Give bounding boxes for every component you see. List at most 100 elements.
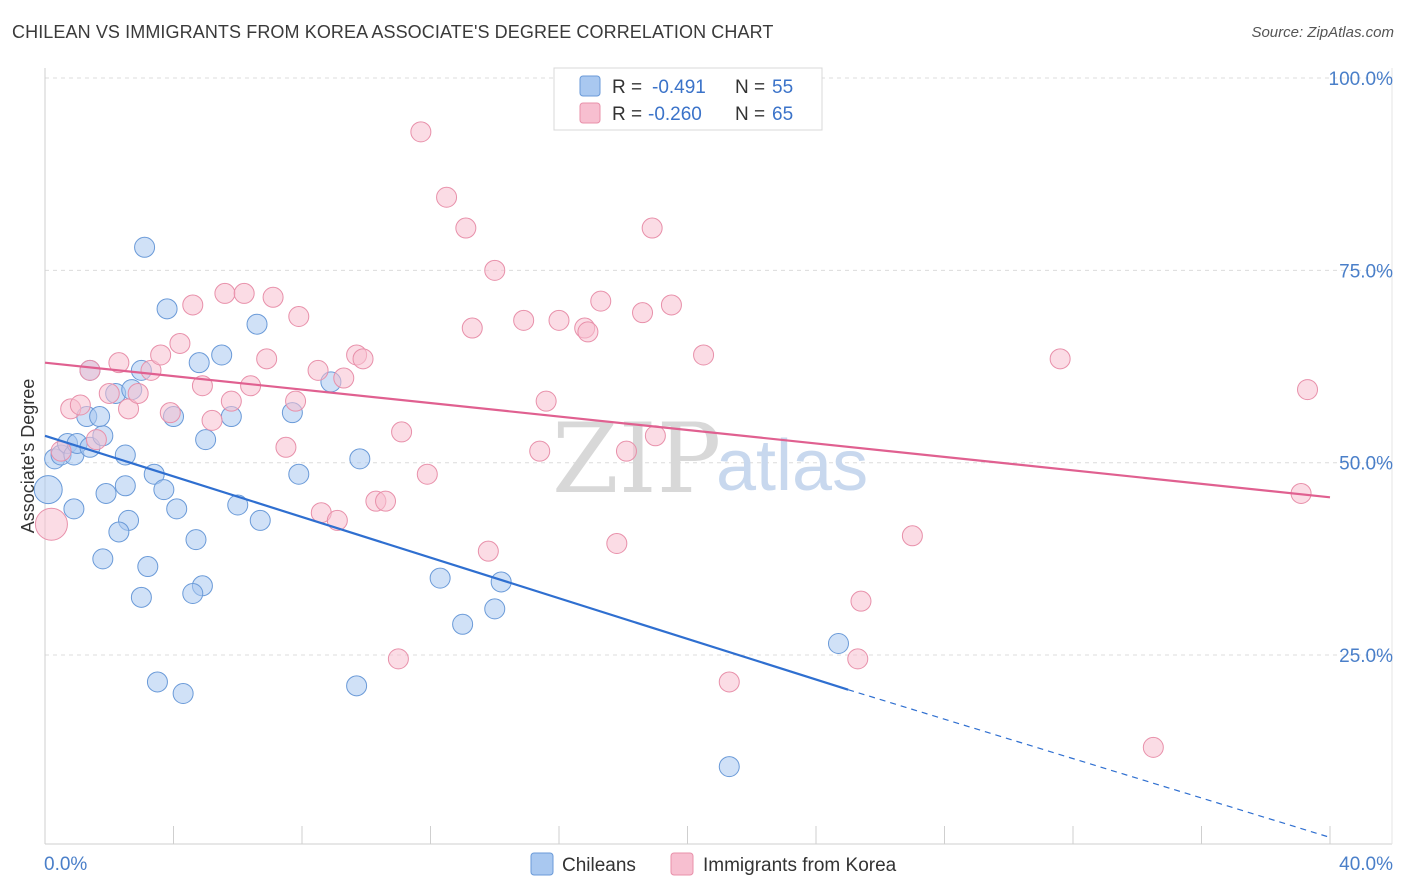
point-korea <box>1049 348 1071 370</box>
point-chileans <box>227 494 249 516</box>
y-tick-label: 25.0% <box>1339 646 1393 667</box>
point-chileans <box>108 521 130 543</box>
x-tick-label: 40.0% <box>1339 854 1393 875</box>
y-tick-label: 75.0% <box>1339 261 1393 282</box>
watermark-atlas: atlas <box>716 426 868 506</box>
point-korea <box>69 394 91 416</box>
point-korea <box>214 282 236 304</box>
point-korea <box>641 217 663 239</box>
point-chileans <box>137 556 159 578</box>
point-chileans <box>288 463 310 485</box>
point-korea <box>375 490 397 512</box>
point-korea <box>275 436 297 458</box>
point-korea <box>220 390 242 412</box>
point-chileans <box>827 633 849 654</box>
point-chileans <box>195 429 217 451</box>
point-korea <box>484 259 506 281</box>
point-korea <box>590 290 612 312</box>
data-points <box>33 121 1319 778</box>
point-chileans <box>249 509 271 531</box>
point-chileans <box>166 498 188 520</box>
point-korea <box>262 286 284 308</box>
legend-top: R = -0.491 N = 55 R = -0.260 N = 65 <box>553 67 823 131</box>
point-korea <box>660 294 682 316</box>
point-korea <box>718 671 740 693</box>
point-korea <box>455 217 477 239</box>
point-chileans <box>63 498 85 520</box>
point-korea <box>529 440 551 462</box>
point-chileans <box>349 448 371 470</box>
trend-lines <box>44 361 1331 838</box>
legend-swatch-chileans <box>579 75 601 97</box>
point-chileans <box>130 586 152 608</box>
legend-bottom: Chileans Immigrants from Korea <box>530 852 897 876</box>
point-korea <box>847 648 869 670</box>
point-chileans <box>246 313 268 335</box>
point-korea <box>1297 379 1319 401</box>
legend-r-label: R = <box>612 77 642 98</box>
point-korea <box>256 348 278 370</box>
point-chileans <box>188 352 210 374</box>
y-axis-label: Associate's Degree <box>18 379 38 534</box>
trend-line-korea <box>44 361 1331 499</box>
legend-swatch-korea <box>579 102 601 124</box>
point-chileans <box>185 529 207 551</box>
point-korea <box>606 532 628 554</box>
point-korea <box>285 390 307 412</box>
point-korea <box>387 648 409 670</box>
point-chileans <box>182 582 204 604</box>
chart-source: Source: ZipAtlas.com <box>1251 24 1394 41</box>
point-chileans <box>484 598 506 620</box>
point-korea <box>461 317 483 339</box>
point-korea <box>98 382 120 404</box>
legend-n-value: 65 <box>772 104 793 125</box>
x-tick-label: 0.0% <box>44 854 87 875</box>
point-korea <box>233 282 255 304</box>
chart-title: CHILEAN VS IMMIGRANTS FROM KOREA ASSOCIA… <box>12 22 774 42</box>
point-korea <box>108 352 130 374</box>
point-korea <box>850 590 872 612</box>
point-chileans <box>92 548 114 570</box>
point-korea <box>85 429 107 451</box>
point-chileans <box>33 475 63 505</box>
point-chileans <box>95 482 117 504</box>
point-korea <box>159 402 181 424</box>
point-korea <box>644 425 666 447</box>
point-korea <box>34 507 68 541</box>
point-chileans <box>346 675 368 697</box>
y-tick-label: 100.0% <box>1329 69 1394 90</box>
point-korea <box>410 121 432 143</box>
point-korea <box>577 321 599 343</box>
point-korea <box>535 390 557 412</box>
point-korea <box>477 540 499 562</box>
point-korea <box>391 421 413 443</box>
trend-line-chileans <box>44 434 849 691</box>
point-korea <box>416 463 438 485</box>
legend-swatch-chileans <box>530 852 554 876</box>
point-chileans <box>211 344 233 366</box>
legend-r-value: -0.491 <box>652 77 706 98</box>
point-korea <box>182 294 204 316</box>
point-korea <box>169 332 191 354</box>
legend-label-korea: Immigrants from Korea <box>703 855 897 876</box>
legend-r-value: -0.260 <box>648 104 702 125</box>
point-korea <box>288 306 310 328</box>
point-korea <box>326 509 348 531</box>
point-korea <box>150 344 172 366</box>
y-tick-labels: 100.0% 75.0% 50.0% 25.0% <box>1329 69 1394 667</box>
watermark-zip: ZIP <box>552 403 721 515</box>
point-korea <box>436 186 458 208</box>
gridlines <box>45 77 1392 656</box>
legend-label-chileans: Chileans <box>562 855 636 876</box>
point-korea <box>615 440 637 462</box>
legend-r-label: R = <box>612 104 642 125</box>
point-korea <box>333 367 355 389</box>
legend-swatch-korea <box>670 852 694 876</box>
x-tick-labels: 0.0% 40.0% <box>44 854 1393 875</box>
point-chileans <box>89 406 111 428</box>
point-chileans <box>490 571 512 593</box>
point-korea <box>548 309 570 331</box>
point-chileans <box>718 756 740 778</box>
watermark: ZIP atlas <box>552 403 868 515</box>
point-korea <box>352 348 374 370</box>
